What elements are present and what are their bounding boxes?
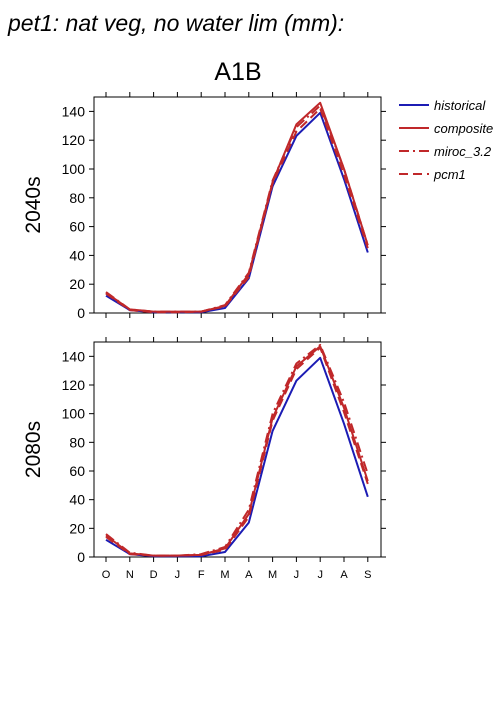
scenario-title: A1B — [214, 58, 261, 86]
y-tick-label: 80 — [69, 190, 85, 206]
series-line-historical — [105, 356, 369, 558]
y-tick-label: 80 — [69, 434, 85, 450]
series-line-pcm1 — [105, 346, 369, 557]
x-tick-label: M — [268, 569, 277, 581]
row-label: 2040s — [22, 176, 45, 233]
series-line-historical — [105, 111, 369, 314]
panel-2040s: 0 20 40 60 80 100 120 140 2040s — [22, 92, 386, 321]
y-tick-label: 140 — [62, 103, 86, 119]
y-tick-label: 120 — [62, 377, 86, 393]
y-tick-label: 40 — [69, 247, 85, 263]
series-line-pcm1 — [105, 107, 369, 314]
x-tick-label: A — [340, 569, 348, 581]
x-tick-label: A — [245, 569, 253, 581]
y-tick-label: 0 — [77, 305, 85, 321]
x-tick-label: J — [175, 569, 181, 581]
legend-item: miroc_3.2 — [399, 144, 492, 159]
y-tick-label: 120 — [62, 132, 86, 148]
x-tick-label: D — [150, 569, 158, 581]
panel-2080s: 0 20 40 60 80 100 120 140 O N D J F M A M J J A S 2080s — [22, 337, 386, 581]
y-tick-label: 40 — [69, 492, 85, 508]
x-tick-label: S — [364, 569, 371, 581]
x-tick-label: F — [198, 569, 205, 581]
legend-item: composite — [399, 121, 493, 136]
y-tick-label: 20 — [69, 520, 85, 536]
y-tick-label: 140 — [62, 348, 86, 364]
row-label: 2080s — [22, 421, 45, 478]
x-tick-label: M — [220, 569, 229, 581]
legend-label: pcm1 — [433, 167, 466, 182]
x-tick-label: J — [317, 569, 323, 581]
y-tick-label: 20 — [69, 276, 85, 292]
plot-frame — [93, 96, 382, 314]
y-tick-label: 100 — [62, 406, 86, 422]
y-tick-label: 0 — [77, 549, 85, 565]
legend-label: composite — [434, 121, 493, 136]
legend: historical composite miroc_3.2 pcm1 — [399, 98, 493, 182]
y-tick-label: 60 — [69, 463, 85, 479]
legend-label: historical — [434, 98, 486, 113]
figure-title: pet1: nat veg, no water lim (mm): — [7, 10, 344, 36]
plot-panels: 0 20 40 60 80 100 120 140 2040s 0 20 40 60 80 100 120 14… — [22, 92, 386, 581]
x-tick-label: O — [102, 569, 111, 581]
legend-label: miroc_3.2 — [434, 144, 492, 159]
legend-item: historical — [399, 98, 486, 113]
x-tick-label: N — [126, 569, 134, 581]
series-line-miroc-3-2 — [105, 343, 369, 557]
y-tick-label: 100 — [62, 161, 86, 177]
series-line-composite — [105, 345, 369, 557]
plot-frame — [93, 341, 382, 558]
legend-item: pcm1 — [399, 167, 466, 182]
x-tick-label: J — [294, 569, 300, 581]
y-tick-label: 60 — [69, 219, 85, 235]
